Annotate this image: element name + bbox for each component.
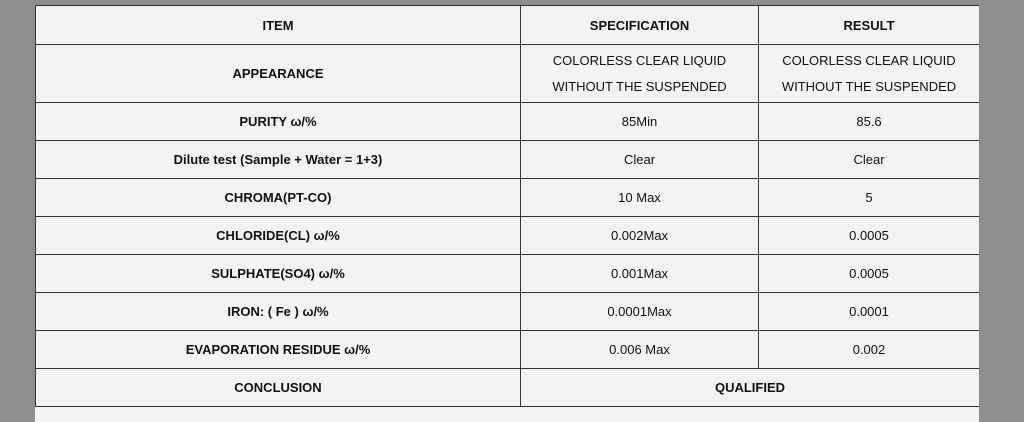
table-row: CHROMA(PT-CO) 10 Max 5 — [35, 178, 979, 217]
table-row: CHLORIDE(CL) ω/% 0.002Max 0.0005 — [35, 216, 979, 255]
spec-table: ITEM SPECIFICATION RESULT APPEARANCE COLORLE… — [35, 5, 979, 407]
header-cell: ITEM — [35, 5, 521, 45]
item-cell: CHROMA(PT-CO) — [35, 178, 521, 217]
value-cell: 5 — [758, 178, 979, 217]
cell-line: WITHOUT THE SUSPENDED — [552, 78, 727, 94]
value-cell: COLORLESS CLEAR LIQUID WITHOUT THE SUSPEN… — [758, 44, 979, 103]
value-cell: 0.002Max — [520, 216, 759, 255]
value-cell: 10 Max — [520, 178, 759, 217]
table-row: EVAPORATION RESIDUE ω/% 0.006 Max 0.002 — [35, 330, 979, 369]
value-cell: Clear — [520, 140, 759, 179]
value-cell: 0.0005 — [758, 254, 979, 293]
item-cell: IRON: ( Fe ) ω/% — [35, 292, 521, 331]
cell-line: COLORLESS CLEAR LIQUID — [552, 52, 727, 68]
value-cell: 85Min — [520, 102, 759, 141]
item-cell: PURITY ω/% — [35, 102, 521, 141]
value-cell: 0.0001Max — [520, 292, 759, 331]
value-cell: COLORLESS CLEAR LIQUID WITHOUT THE SUSPEN… — [520, 44, 759, 103]
table-row: IRON: ( Fe ) ω/% 0.0001Max 0.0001 — [35, 292, 979, 331]
cell-line: WITHOUT THE SUSPENDED — [781, 78, 957, 94]
document-table: ITEM SPECIFICATION RESULT APPEARANCE COLORLE… — [35, 5, 979, 422]
value-cell: 0.001Max — [520, 254, 759, 293]
header-cell: RESULT — [758, 5, 979, 45]
cell-line: COLORLESS CLEAR LIQUID — [782, 52, 956, 68]
item-cell: APPEARANCE — [35, 44, 521, 103]
value-cell: 0.006 Max — [520, 330, 759, 369]
item-cell: Dilute test (Sample + Water = 1+3) — [35, 140, 521, 179]
value-cell: 0.0001 — [758, 292, 979, 331]
conclusion-row: CONCLUSION QUALIFIED — [35, 368, 979, 407]
conclusion-label: CONCLUSION — [35, 368, 521, 407]
value-cell: 85.6 — [758, 102, 979, 141]
value-cell: 0.002 — [758, 330, 979, 369]
header-row: ITEM SPECIFICATION RESULT — [35, 5, 979, 45]
table-row: SULPHATE(SO4) ω/% 0.001Max 0.0005 — [35, 254, 979, 293]
table-body: ITEM SPECIFICATION RESULT APPEARANCE COLORLE… — [35, 5, 979, 407]
table-row: Dilute test (Sample + Water = 1+3) Clear C… — [35, 140, 979, 179]
item-cell: CHLORIDE(CL) ω/% — [35, 216, 521, 255]
conclusion-value: QUALIFIED — [520, 368, 979, 407]
table-row: PURITY ω/% 85Min 85.6 — [35, 102, 979, 141]
table-row: APPEARANCE COLORLESS CLEAR LIQUID WITHOUT … — [35, 44, 979, 103]
value-cell: 0.0005 — [758, 216, 979, 255]
item-cell: SULPHATE(SO4) ω/% — [35, 254, 521, 293]
value-cell: Clear — [758, 140, 979, 179]
item-cell: EVAPORATION RESIDUE ω/% — [35, 330, 521, 369]
header-cell: SPECIFICATION — [520, 5, 759, 45]
